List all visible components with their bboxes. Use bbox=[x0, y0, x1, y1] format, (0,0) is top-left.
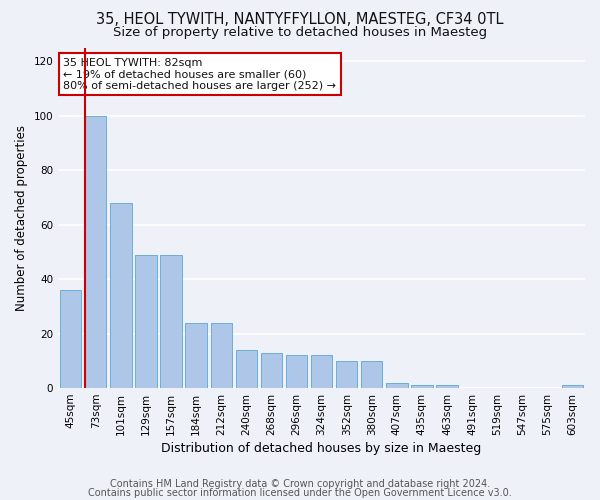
Y-axis label: Number of detached properties: Number of detached properties bbox=[15, 125, 28, 311]
Text: Contains public sector information licensed under the Open Government Licence v3: Contains public sector information licen… bbox=[88, 488, 512, 498]
Text: Size of property relative to detached houses in Maesteg: Size of property relative to detached ho… bbox=[113, 26, 487, 39]
Bar bbox=[361, 361, 382, 388]
Bar bbox=[211, 322, 232, 388]
Bar bbox=[110, 203, 131, 388]
Bar bbox=[261, 352, 282, 388]
Bar bbox=[562, 386, 583, 388]
Text: 35, HEOL TYWITH, NANTYFFYLLON, MAESTEG, CF34 0TL: 35, HEOL TYWITH, NANTYFFYLLON, MAESTEG, … bbox=[96, 12, 504, 28]
Bar bbox=[311, 356, 332, 388]
X-axis label: Distribution of detached houses by size in Maesteg: Distribution of detached houses by size … bbox=[161, 442, 482, 455]
Text: Contains HM Land Registry data © Crown copyright and database right 2024.: Contains HM Land Registry data © Crown c… bbox=[110, 479, 490, 489]
Bar bbox=[336, 361, 358, 388]
Bar bbox=[60, 290, 82, 388]
Bar bbox=[386, 382, 407, 388]
Text: 35 HEOL TYWITH: 82sqm
← 19% of detached houses are smaller (60)
80% of semi-deta: 35 HEOL TYWITH: 82sqm ← 19% of detached … bbox=[64, 58, 337, 91]
Bar bbox=[411, 386, 433, 388]
Bar bbox=[85, 116, 106, 388]
Bar bbox=[185, 322, 207, 388]
Bar bbox=[160, 254, 182, 388]
Bar bbox=[286, 356, 307, 388]
Bar bbox=[236, 350, 257, 388]
Bar bbox=[136, 254, 157, 388]
Bar bbox=[436, 386, 458, 388]
